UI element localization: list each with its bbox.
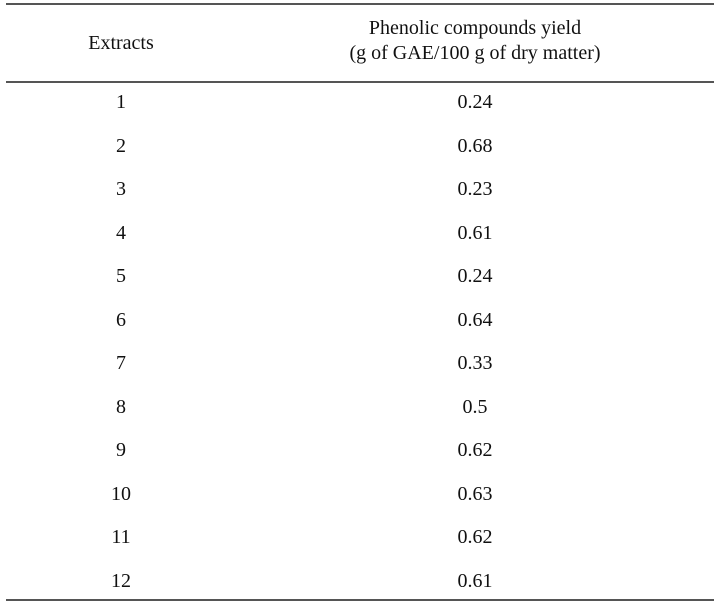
table-row: 11 0.62 — [6, 516, 714, 560]
header-phenolic-yield-line2: (g of GAE/100 g of dry matter) — [349, 42, 601, 64]
yield-cell: 0.5 — [462, 395, 488, 418]
extract-cell: 12 — [111, 569, 131, 592]
table-row: 9 0.62 — [6, 429, 714, 473]
data-table: Extracts Phenolic compounds yield (g of … — [6, 0, 714, 605]
header-extracts: Extracts — [88, 32, 154, 54]
table-row: 2 0.68 — [6, 125, 714, 169]
header-phenolic-yield-line1: Phenolic compounds yield — [368, 17, 582, 39]
yield-cell: 0.24 — [457, 265, 493, 288]
table-header-rule — [6, 81, 714, 83]
table-row: 7 0.33 — [6, 342, 714, 386]
yield-cell: 0.61 — [457, 221, 493, 244]
yield-cell: 0.68 — [457, 134, 493, 157]
extract-cell: 9 — [116, 439, 126, 462]
table-row: 5 0.24 — [6, 255, 714, 299]
yield-cell: 0.63 — [457, 482, 493, 505]
table-row: 10 0.63 — [6, 473, 714, 517]
yield-cell: 0.62 — [457, 439, 493, 462]
table-row: 4 0.61 — [6, 212, 714, 256]
yield-cell: 0.33 — [457, 352, 493, 375]
yield-cell: 0.61 — [457, 569, 493, 592]
extract-cell: 3 — [116, 178, 126, 201]
extract-cell: 8 — [116, 395, 126, 418]
table-bottom-rule — [6, 599, 714, 601]
header-phenolic-yield: Phenolic compounds yield (g of GAE/100 g… — [236, 16, 714, 66]
table-row: 1 0.24 — [6, 81, 714, 125]
table-row: 3 0.23 — [6, 168, 714, 212]
yield-cell: 0.24 — [457, 91, 493, 114]
extract-cell: 11 — [111, 526, 131, 549]
extract-cell: 6 — [116, 308, 126, 331]
extract-cell: 4 — [116, 221, 126, 244]
table-top-rule — [6, 3, 714, 5]
table-body: 1 0.24 2 0.68 3 0.23 4 0.61 5 0.24 6 0.6… — [6, 81, 714, 603]
table-row: 6 0.64 — [6, 299, 714, 343]
yield-cell: 0.64 — [457, 308, 493, 331]
table-row: 12 0.61 — [6, 560, 714, 604]
extract-cell: 2 — [116, 134, 126, 157]
yield-cell: 0.62 — [457, 526, 493, 549]
extract-cell: 10 — [111, 482, 131, 505]
yield-cell: 0.23 — [457, 178, 493, 201]
extract-cell: 5 — [116, 265, 126, 288]
table-row: 8 0.5 — [6, 386, 714, 430]
extract-cell: 1 — [116, 91, 126, 114]
extract-cell: 7 — [116, 352, 126, 375]
